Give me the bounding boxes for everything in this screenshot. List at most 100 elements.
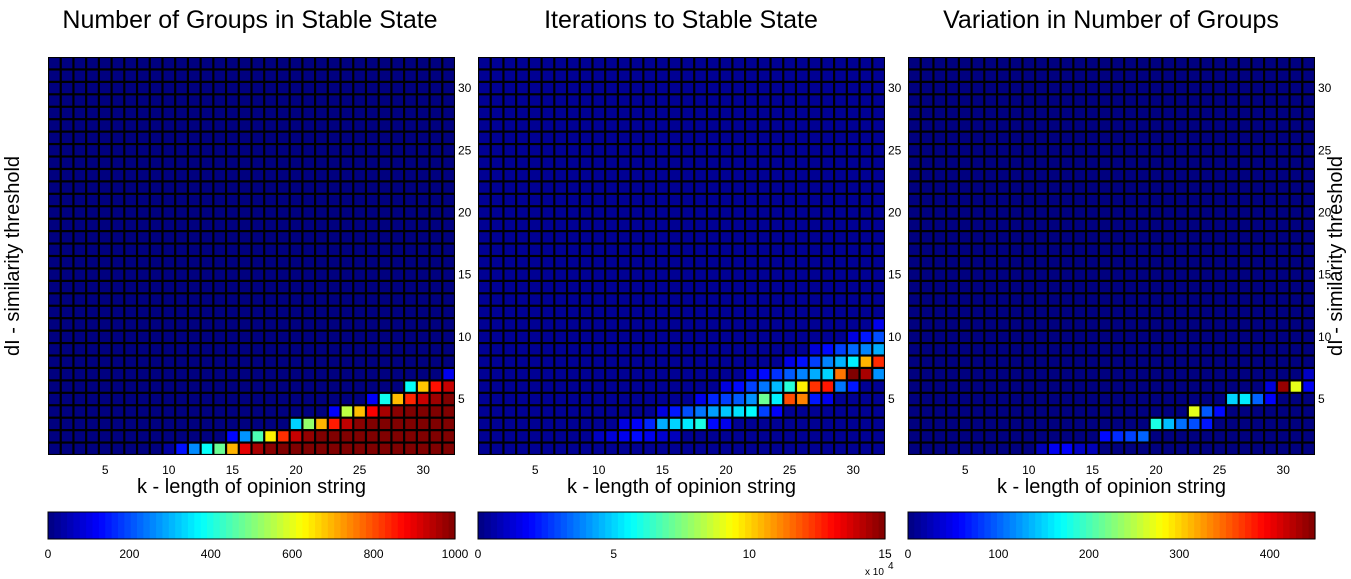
heatmap-cell — [367, 294, 378, 305]
heatmap-cell — [847, 393, 859, 405]
heatmap-cell — [1252, 170, 1264, 181]
heatmap-cell — [1277, 132, 1289, 143]
heatmap-cell — [542, 194, 554, 206]
heatmap-cell — [1163, 107, 1174, 119]
heatmap-cell — [1176, 294, 1187, 305]
heatmap-cell — [1188, 344, 1200, 355]
heatmap-cell — [542, 95, 554, 106]
heatmap-cell — [1188, 257, 1200, 268]
heatmap-cell — [1163, 132, 1174, 143]
heatmap-cell — [341, 393, 353, 405]
heatmap-cell — [1303, 107, 1314, 119]
heatmap-cell — [1036, 406, 1047, 417]
heatmap-cell — [644, 381, 655, 392]
heatmap-cell — [227, 244, 238, 255]
heatmap-cell — [138, 207, 149, 218]
heatmap-cell — [631, 406, 643, 417]
heatmap-cell — [593, 281, 605, 293]
heatmap-cell — [328, 120, 340, 131]
heatmap-cell — [657, 269, 668, 280]
heatmap-cell — [947, 344, 958, 355]
heatmap-cell — [1227, 257, 1238, 268]
colorbar-segment — [1054, 512, 1062, 539]
heatmap-cell — [1252, 82, 1264, 94]
heatmap-cell — [74, 443, 86, 454]
heatmap-cell — [328, 58, 340, 69]
heatmap-cell — [491, 356, 503, 367]
heatmap-cell — [695, 132, 706, 143]
heatmap-cell — [1277, 70, 1289, 81]
heatmap-cell — [771, 145, 783, 156]
heatmap-cell — [239, 381, 251, 392]
heatmap-cell — [201, 145, 213, 156]
heatmap-cell — [189, 306, 200, 318]
heatmap-cell — [1150, 82, 1162, 94]
colorbar-segment — [821, 512, 829, 539]
heatmap-cell — [644, 294, 655, 305]
heatmap-cell — [606, 132, 617, 143]
heatmap-cell — [367, 257, 378, 268]
heatmap-cell — [61, 393, 73, 405]
heatmap-cell — [290, 232, 302, 243]
heatmap-cell — [430, 219, 442, 231]
heatmap-cell — [835, 443, 846, 454]
heatmap-cell — [392, 194, 404, 206]
heatmap-cell — [909, 294, 920, 305]
heatmap-cell — [708, 306, 719, 318]
heatmap-cell — [341, 294, 353, 305]
heatmap-cell — [746, 170, 757, 181]
heatmap-cell — [354, 281, 365, 293]
heatmap-cell — [201, 120, 213, 131]
heatmap-cell — [921, 170, 933, 181]
heatmap-cell — [290, 344, 302, 355]
heatmap-cell — [568, 431, 579, 442]
heatmap-cell — [163, 294, 175, 305]
heatmap-cell — [176, 95, 187, 106]
heatmap-cell — [504, 132, 516, 143]
heatmap-cell — [1099, 70, 1111, 81]
colorbar-segment — [130, 512, 138, 539]
heatmap-cell — [835, 381, 846, 392]
heatmap-cell — [265, 294, 276, 305]
heatmap-cell — [1074, 344, 1085, 355]
heatmap-cell — [176, 170, 187, 181]
colorbar-segment — [1111, 512, 1119, 539]
heatmap-cell — [112, 269, 124, 280]
colorbar-segment — [435, 512, 443, 539]
heatmap-cell — [644, 331, 655, 342]
heatmap-cell — [921, 244, 933, 255]
heatmap-cell — [1061, 145, 1073, 156]
heatmap-cell — [947, 107, 958, 119]
heatmap-cell — [504, 145, 516, 156]
heatmap-cell — [479, 170, 490, 181]
heatmap-cell — [860, 406, 872, 417]
heatmap-cell — [1099, 58, 1111, 69]
heatmap-cell — [290, 418, 302, 430]
heatmap-cell — [542, 369, 554, 380]
heatmap-cell — [303, 95, 314, 106]
heatmap-cell — [99, 406, 111, 417]
heatmap-cell — [87, 182, 98, 193]
heatmap-cell — [125, 244, 136, 255]
heatmap-cell — [972, 170, 984, 181]
heatmap-cell — [1163, 306, 1174, 318]
colorbar-segment — [478, 512, 485, 539]
heatmap-cell — [1023, 319, 1035, 330]
heatmap-cell — [1188, 381, 1200, 392]
colorbar-segment — [105, 512, 113, 539]
heatmap-cell — [1036, 443, 1047, 454]
heatmap-cell — [49, 431, 60, 442]
heatmap-cell — [1227, 145, 1238, 156]
colorbar-tick-label: 200 — [119, 547, 139, 561]
heatmap-cell — [163, 145, 175, 156]
heatmap-cell — [278, 356, 289, 367]
heatmap-cell — [657, 95, 668, 106]
heatmap-cell — [619, 194, 630, 206]
heatmap-cell — [379, 269, 391, 280]
heatmap-cell — [1214, 194, 1225, 206]
heatmap-cell — [1239, 356, 1251, 367]
heatmap-cell — [568, 70, 579, 81]
heatmap-cell — [1252, 431, 1264, 442]
heatmap-cell — [1239, 418, 1251, 430]
heatmap-cell — [239, 132, 251, 143]
